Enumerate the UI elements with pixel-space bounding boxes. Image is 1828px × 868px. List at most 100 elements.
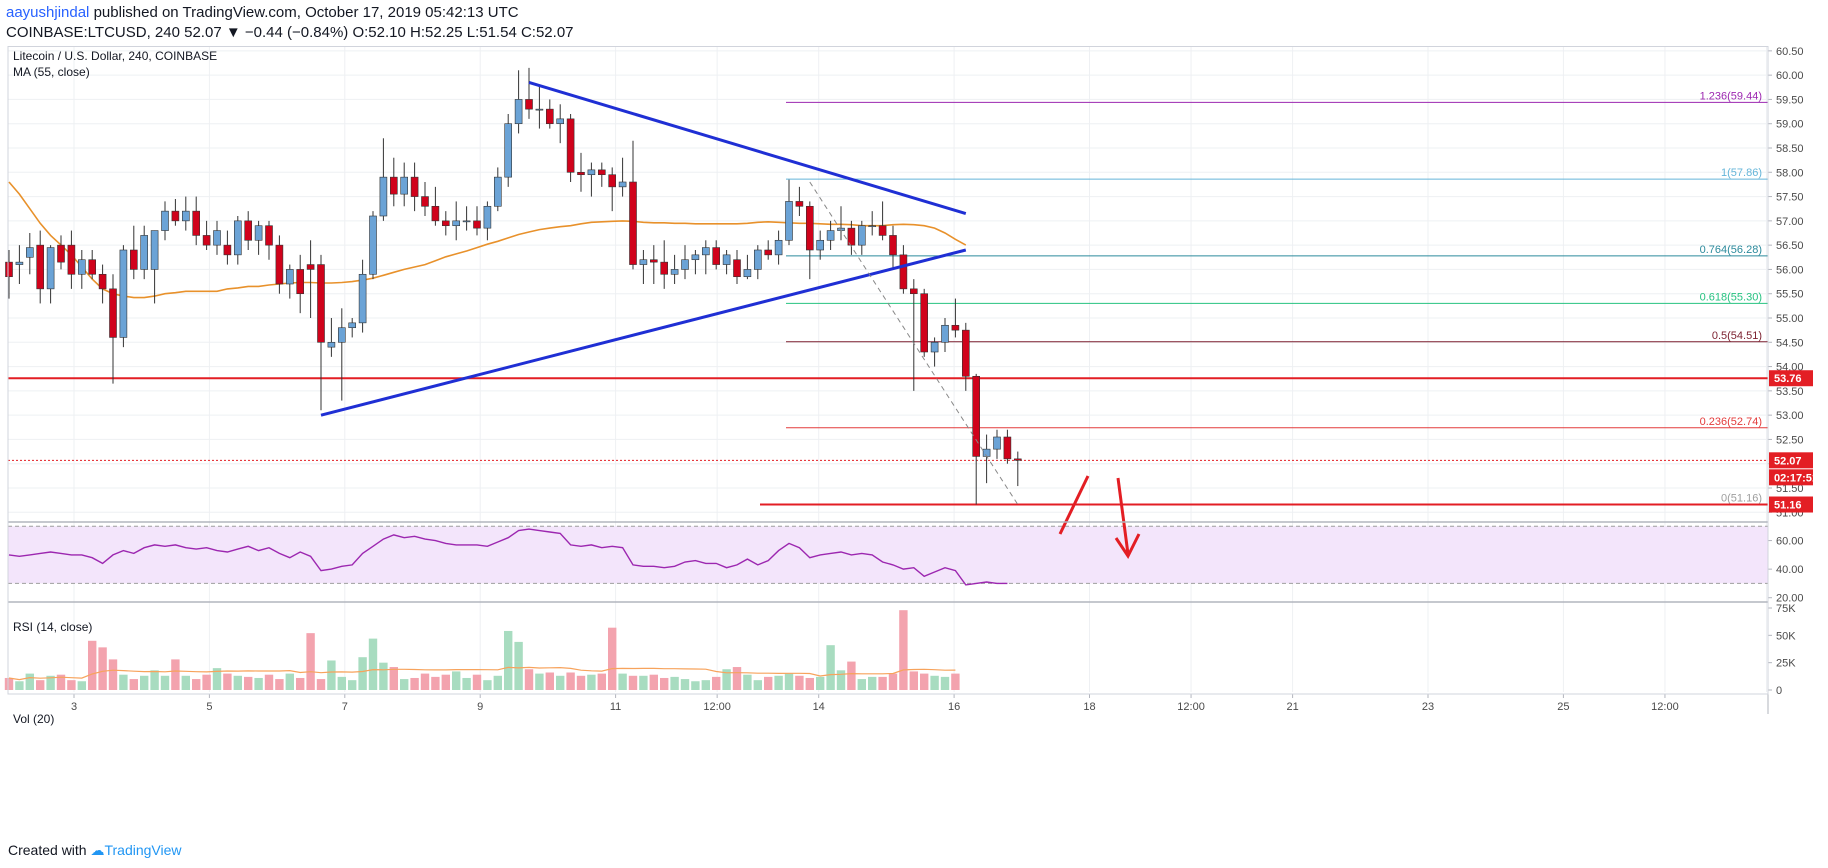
forecast-arrow-down-icon [1114, 477, 1141, 559]
candle-body [774, 239, 783, 256]
volume-bar [909, 671, 918, 690]
tradingview-brand[interactable]: TradingView [104, 842, 182, 858]
candle-body [743, 269, 752, 278]
volume-bar [628, 675, 638, 690]
volume-bar [951, 673, 960, 690]
volume-ma-line [8, 666, 956, 681]
candle-body [182, 210, 190, 222]
candle-body [504, 123, 513, 178]
volume-bar [670, 676, 679, 690]
price-tick-label: 53.00 [1776, 410, 1804, 422]
candle-body [701, 247, 710, 256]
price-tick-label: 56.50 [1776, 240, 1804, 252]
fib-level-label: 1(57.86) [1721, 167, 1762, 179]
volume-bar [306, 633, 315, 690]
chart-frame [7, 46, 1769, 695]
volume-bar [327, 660, 336, 690]
price-tick-label: 58.00 [1776, 167, 1804, 179]
volume-bar [857, 679, 866, 690]
candle-body [462, 220, 471, 223]
candle-body [961, 329, 970, 377]
volume-bar [847, 661, 856, 690]
candle-body [254, 225, 263, 241]
horizontal-support-lines [8, 377, 1768, 506]
volume-bar [691, 681, 700, 690]
candle-body [691, 254, 700, 261]
volume-bar [784, 673, 794, 690]
candle-body [78, 259, 86, 275]
price-tick-label: 55.00 [1776, 313, 1804, 325]
candle-body [514, 99, 523, 125]
candle-body [192, 210, 200, 236]
trend-line [528, 80, 967, 216]
candle-body [202, 235, 211, 246]
volume-bar [160, 675, 170, 690]
volume-bar [36, 680, 45, 690]
candle-body [951, 324, 960, 331]
volume-bar [868, 676, 877, 690]
support-price-badge-bg [1769, 496, 1813, 513]
candle-body [150, 230, 159, 270]
volume-bar [701, 680, 710, 690]
volume-bar [618, 673, 627, 690]
volume-bar [743, 674, 752, 690]
high-value: 52.25 [425, 24, 463, 41]
candle-body [140, 235, 148, 270]
price-badges: 53.76 51.16 52.07 02:17:51 [1769, 370, 1818, 513]
candle-body [473, 220, 481, 229]
countdown-badge: 02:17:51 [1774, 472, 1818, 484]
candle-body [493, 176, 502, 207]
support-price-badge-bg [1769, 370, 1813, 387]
volume-bar [660, 677, 669, 690]
volume-bar [764, 676, 773, 690]
volume-bar [264, 674, 274, 690]
candle-body [36, 244, 45, 290]
time-tick-label: 14 [813, 701, 825, 713]
volume-bar [608, 627, 617, 690]
volume-bar [140, 675, 149, 690]
support-price-badge: 51.16 [1774, 500, 1802, 512]
author-link[interactable]: aayushjindal [6, 4, 90, 21]
ohlc-line: COINBASE:LTCUSD, 240 52.07 ▼ −0.44 (−0.8… [6, 24, 574, 41]
volume-bar [774, 675, 783, 690]
price-tick-label: 57.50 [1776, 192, 1804, 204]
volume-bar [576, 675, 586, 690]
volume-bar [400, 679, 409, 690]
candle-body [1013, 458, 1022, 461]
chart-canvas[interactable]: 1.236(59.44) 1(57.86) 0.764(56.28) 0.618(55… [0, 46, 1828, 842]
volume-bar [483, 680, 492, 690]
created-with-label: Created with [8, 842, 87, 858]
down-arrow-icon: ▼ [225, 24, 241, 41]
volume-bar [930, 675, 939, 690]
low-value: 51.54 [479, 24, 517, 41]
time-tick-label: 18 [1083, 701, 1095, 713]
rsi-tick-label: 60.00 [1776, 536, 1804, 548]
candle-body [98, 273, 107, 290]
close-value: 52.07 [535, 24, 574, 41]
candle-body [816, 239, 825, 251]
candle-body [764, 249, 773, 256]
volume-tick-label: 25K [1776, 658, 1796, 670]
candle-body [348, 322, 357, 329]
candle-body [234, 220, 242, 256]
candle-body [67, 244, 76, 275]
volume-bar [15, 681, 24, 690]
tradingview-logo-icon: ☁ [90, 842, 105, 858]
volume-bar [639, 675, 648, 690]
volume-bar [732, 667, 742, 690]
candle-body [847, 227, 856, 246]
volume-bar [441, 674, 450, 690]
rsi-tick-label: 40.00 [1776, 564, 1804, 576]
volume-bar [296, 677, 305, 690]
volume-bar [504, 630, 513, 690]
candle-body [46, 247, 55, 290]
open-value: 52.10 [368, 24, 406, 41]
candle-body [639, 259, 648, 265]
fib-level-label: 0(51.16) [1721, 493, 1762, 505]
volume-bar [816, 676, 825, 690]
candle-body [608, 174, 617, 188]
candle-body [795, 201, 804, 207]
countdown-badge-bg [1769, 469, 1813, 486]
candle-body [805, 205, 814, 251]
volume-bar [535, 673, 544, 690]
